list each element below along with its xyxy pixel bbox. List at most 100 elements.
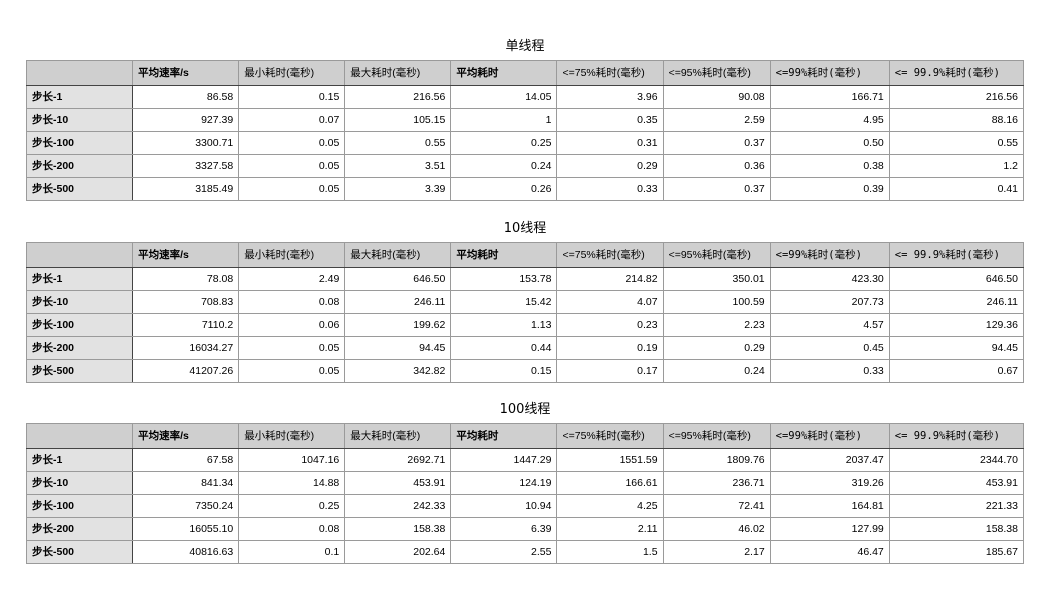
value-cell: 3300.71 (132, 131, 240, 155)
value-cell: 72.41 (662, 494, 771, 518)
value-cell: 46.47 (769, 540, 890, 564)
column-header: <=75%耗时(毫秒) (556, 60, 664, 86)
value-cell: 46.02 (662, 517, 771, 541)
column-header: 平均速率/s (132, 60, 240, 86)
row-label: 步长-1 (25, 267, 134, 291)
value-cell: 216.56 (344, 85, 452, 109)
column-header: 平均速率/s (132, 242, 240, 268)
table-row: 步长-1 67.58 1047.16 2692.71 1447.29 1551.59 180… (25, 448, 1025, 472)
value-cell: 94.45 (888, 336, 1025, 360)
results-table: 平均速率/s 最小耗时(毫秒) 最大耗时(毫秒) 平均耗时 <=75%耗时(毫秒) <=9… (25, 242, 1025, 383)
value-cell: 0.35 (556, 108, 664, 132)
table-row: 步长-1 86.58 0.15 216.56 14.05 3.96 90.08 166.71 2… (25, 85, 1025, 109)
value-cell: 1.13 (450, 313, 558, 337)
value-cell: 14.88 (238, 471, 346, 495)
value-cell: 0.05 (238, 336, 346, 360)
value-cell: 0.05 (238, 177, 346, 201)
value-cell: 423.30 (769, 267, 890, 291)
row-label: 步长-200 (25, 154, 134, 178)
value-cell: 0.50 (769, 131, 890, 155)
value-cell: 67.58 (132, 448, 240, 472)
value-cell: 0.45 (769, 336, 890, 360)
table-row: 步长-10 708.83 0.08 246.11 15.42 4.07 100.59 207.… (25, 290, 1025, 314)
row-label: 步长-10 (25, 290, 134, 314)
value-cell: 6.39 (450, 517, 558, 541)
column-header: 最大耗时(毫秒) (344, 423, 452, 449)
value-cell: 0.31 (556, 131, 664, 155)
value-cell: 78.08 (132, 267, 240, 291)
value-cell: 3.96 (556, 85, 664, 109)
value-cell: 927.39 (132, 108, 240, 132)
value-cell: 1.2 (888, 154, 1025, 178)
value-cell: 90.08 (662, 85, 771, 109)
value-cell: 2.23 (662, 313, 771, 337)
value-cell: 40816.63 (132, 540, 240, 564)
value-cell: 86.58 (132, 85, 240, 109)
value-cell: 124.19 (450, 471, 558, 495)
value-cell: 199.62 (344, 313, 452, 337)
row-label: 步长-200 (25, 517, 134, 541)
value-cell: 221.33 (888, 494, 1025, 518)
value-cell: 4.57 (769, 313, 890, 337)
value-cell: 0.39 (769, 177, 890, 201)
value-cell: 14.05 (450, 85, 558, 109)
value-cell: 0.19 (556, 336, 664, 360)
value-cell: 841.34 (132, 471, 240, 495)
value-cell: 0.15 (450, 359, 558, 383)
value-cell: 2.59 (662, 108, 771, 132)
value-cell: 0.25 (450, 131, 558, 155)
value-cell: 166.71 (769, 85, 890, 109)
table-row: 步长-500 3185.49 0.05 3.39 0.26 0.33 0.37 0.39 0.4… (25, 177, 1025, 201)
value-cell: 4.07 (556, 290, 664, 314)
table-row: 步长-100 7350.24 0.25 242.33 10.94 4.25 72.41 164… (25, 494, 1025, 518)
value-cell: 0.33 (556, 177, 664, 201)
value-cell: 185.67 (888, 540, 1025, 564)
value-cell: 10.94 (450, 494, 558, 518)
value-cell: 158.38 (344, 517, 452, 541)
table-row: 步长-500 41207.26 0.05 342.82 0.15 0.17 0.24 0.33… (25, 359, 1025, 383)
value-cell: 2.55 (450, 540, 558, 564)
table-row: 步长-200 16034.27 0.05 94.45 0.44 0.19 0.29 0.45 9… (25, 336, 1025, 360)
row-label: 步长-10 (25, 108, 134, 132)
value-cell: 214.82 (556, 267, 664, 291)
corner-cell (25, 242, 134, 268)
value-cell: 16055.10 (132, 517, 240, 541)
section-title: 10线程 (503, 221, 547, 236)
table-row: 步长-10 927.39 0.07 105.15 1 0.35 2.59 4.95 88.16 (25, 108, 1025, 132)
value-cell: 342.82 (344, 359, 452, 383)
row-label: 步长-500 (25, 540, 134, 564)
table-section: 10线程平均速率/s 最小耗时(毫秒) 最大耗时(毫秒) 平均耗时 <=75%耗时(毫秒… (25, 216, 1025, 383)
table-row: 步长-500 40816.63 0.1 202.64 2.55 1.5 2.17 46.47 1… (25, 540, 1025, 564)
column-header: <= 99.9%耗时(毫秒) (888, 242, 1025, 268)
value-cell: 3327.58 (132, 154, 240, 178)
value-cell: 0.55 (888, 131, 1025, 155)
value-cell: 4.25 (556, 494, 664, 518)
value-cell: 0.26 (450, 177, 558, 201)
value-cell: 2692.71 (344, 448, 452, 472)
value-cell: 0.37 (662, 177, 771, 201)
value-cell: 453.91 (344, 471, 452, 495)
value-cell: 246.11 (888, 290, 1025, 314)
value-cell: 2037.47 (769, 448, 890, 472)
section-title: 100线程 (499, 402, 551, 417)
value-cell: 0.07 (238, 108, 346, 132)
value-cell: 7110.2 (132, 313, 240, 337)
table-row: 步长-100 3300.71 0.05 0.55 0.25 0.31 0.37 0.50 0.5… (25, 131, 1025, 155)
value-cell: 16034.27 (132, 336, 240, 360)
value-cell: 319.26 (769, 471, 890, 495)
value-cell: 0.24 (450, 154, 558, 178)
value-cell: 164.81 (769, 494, 890, 518)
table-row: 步长-200 16055.10 0.08 158.38 6.39 2.11 46.02 127… (25, 517, 1025, 541)
value-cell: 1551.59 (556, 448, 664, 472)
value-cell: 3.51 (344, 154, 452, 178)
row-label: 步长-500 (25, 359, 134, 383)
column-header: <=99%耗时(毫秒) (769, 423, 890, 449)
value-cell: 1809.76 (662, 448, 771, 472)
table-row: 步长-200 3327.58 0.05 3.51 0.24 0.29 0.36 0.38 1.2 (25, 154, 1025, 178)
value-cell: 236.71 (662, 471, 771, 495)
value-cell: 646.50 (344, 267, 452, 291)
results-table: 平均速率/s 最小耗时(毫秒) 最大耗时(毫秒) 平均耗时 <=75%耗时(毫秒) <=9… (25, 423, 1025, 564)
value-cell: 3.39 (344, 177, 452, 201)
value-cell: 3185.49 (132, 177, 240, 201)
value-cell: 0.08 (238, 290, 346, 314)
